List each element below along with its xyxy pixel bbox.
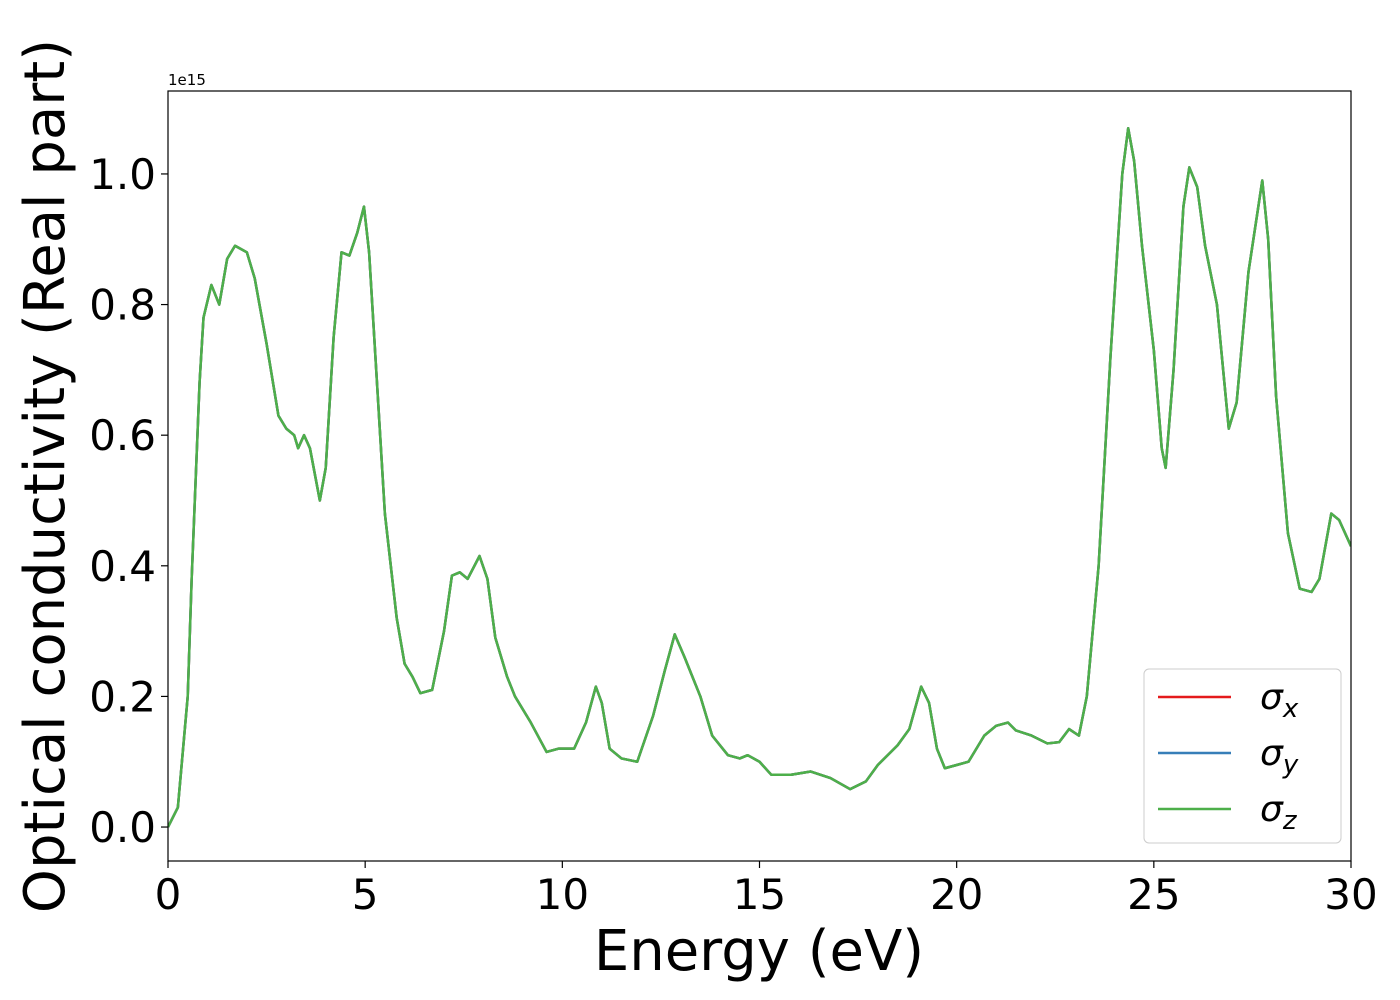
x-tick-label: 30 — [1324, 870, 1377, 919]
x-tick-label: 20 — [930, 870, 983, 919]
y-tick-label: 1.0 — [89, 150, 156, 199]
x-tick-label: 5 — [352, 870, 379, 919]
x-tick-label: 10 — [536, 870, 589, 919]
legend-label: σy — [1260, 733, 1299, 780]
legend-label: σz — [1260, 789, 1298, 836]
x-tick-label: 25 — [1127, 870, 1180, 919]
plot-area — [168, 126, 1351, 828]
data-line — [168, 126, 1351, 828]
legend-label: σx — [1260, 677, 1299, 724]
y-tick-label: 0.0 — [89, 803, 156, 852]
legend-box — [1143, 668, 1342, 844]
y-tick-label: 0.8 — [89, 281, 156, 330]
x-tick-label: 0 — [155, 870, 182, 919]
y-axis-label: Optical conductivity (Real part) — [13, 39, 78, 913]
y-tick-label: 0.2 — [89, 672, 156, 721]
x-tick-label: 15 — [733, 870, 786, 919]
x-axis-label: Energy (eV) — [594, 919, 924, 984]
axes-frame — [167, 90, 1352, 862]
offset-label: 1e15 — [168, 71, 206, 89]
y-tick-label: 0.6 — [89, 411, 156, 460]
y-tick-label: 0.4 — [89, 542, 156, 591]
